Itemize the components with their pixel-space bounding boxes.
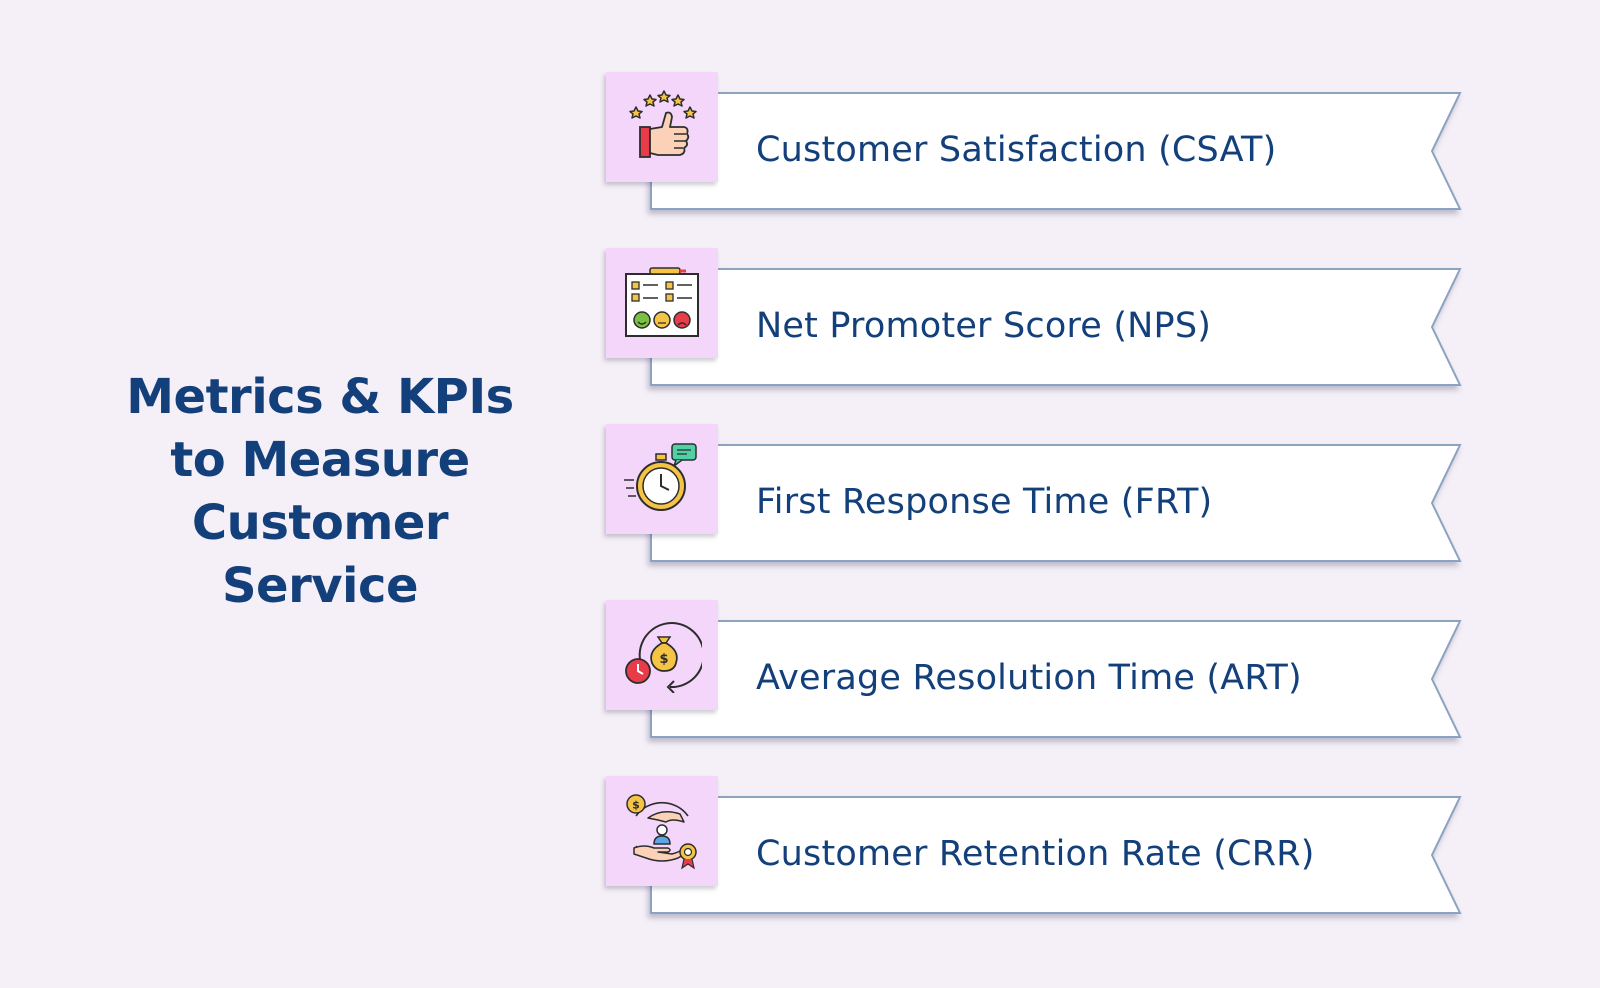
metric-item-frt: First Response Time (FRT) [606, 424, 1486, 564]
metric-label: First Response Time (FRT) [756, 482, 1213, 522]
metric-item-crr: $ Customer Retention Rate (CRR) [606, 776, 1486, 916]
title-line-3: Customer [191, 495, 449, 551]
title-line-1: Metrics & KPIs [126, 369, 514, 425]
page-title: Metrics & KPIs to Measure Customer Servi… [110, 366, 530, 618]
metric-label: Net Promoter Score (NPS) [756, 306, 1212, 346]
svg-text:$: $ [632, 799, 640, 812]
ribbon-banner [650, 796, 1462, 914]
svg-text:$: $ [659, 652, 668, 667]
metric-label: Average Resolution Time (ART) [756, 658, 1302, 698]
metric-label: Customer Retention Rate (CRR) [756, 834, 1315, 874]
metric-item-nps: Net Promoter Score (NPS) [606, 248, 1486, 388]
metric-label: Customer Satisfaction (CSAT) [756, 130, 1277, 170]
ribbon-banner [650, 620, 1462, 738]
metric-item-art: $ Average Resolution Time (ART) [606, 600, 1486, 740]
title-line-2: to Measure [170, 432, 470, 488]
ribbon-banner [650, 268, 1462, 386]
title-line-4: Service [221, 558, 419, 614]
stopwatch-chat-icon [606, 424, 718, 534]
ribbon-banner [650, 444, 1462, 562]
ribbon-banner [650, 92, 1462, 210]
hands-customer-icon: $ [606, 776, 718, 886]
metric-item-csat: Customer Satisfaction (CSAT) [606, 72, 1486, 212]
money-bag-clock-icon: $ [606, 600, 718, 710]
thumbs-up-stars-icon [606, 72, 718, 182]
survey-clipboard-icon [606, 248, 718, 358]
